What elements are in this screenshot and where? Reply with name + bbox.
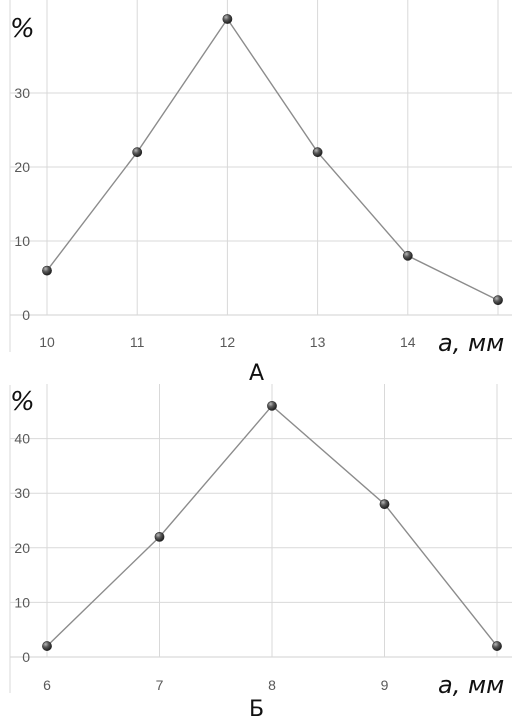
chart-a-y-tick-label: 30 <box>14 85 30 101</box>
chart-a-x-tick-label: 12 <box>220 334 236 350</box>
chart-a-series-line <box>46 17 499 301</box>
chart-a-y-tick-label: 10 <box>14 233 30 249</box>
chart-b-data-point <box>154 531 165 542</box>
chart-a-x-tick-label: 14 <box>400 334 416 350</box>
chart-a-data-point <box>222 14 233 24</box>
chart-b-data-point <box>492 641 502 651</box>
chart-a-x-tick-label: 13 <box>310 334 326 350</box>
chart-b-data-point <box>267 400 277 411</box>
chart-b-x-tick-label: 6 <box>43 677 51 693</box>
chart-b-grid <box>10 384 512 658</box>
chart-b-y-tick-label: 40 <box>14 431 30 447</box>
chart-a-y-tick-label: 20 <box>14 159 30 175</box>
chart-b: 0 10 20 30 40 6 7 8 9 % a, мм Б <box>9 384 512 719</box>
chart-b-x-tick-label: 8 <box>268 677 276 693</box>
chart-b-data-point <box>42 641 52 651</box>
chart-b-data-point <box>379 499 390 510</box>
chart-a-y-tick-label: 0 <box>22 307 30 323</box>
chart-b-x-tick-label: 9 <box>381 677 389 693</box>
chart-b-y-tick-label: 10 <box>14 594 30 610</box>
chart-b-x-tick-label: 7 <box>156 677 164 693</box>
chart-a: 0 10 20 30 10 11 12 13 14 % a, мм А <box>9 0 512 386</box>
chart-a-y-ticks: 0 10 20 30 <box>14 85 30 323</box>
chart-a-series <box>42 14 503 306</box>
chart-a-data-point <box>42 265 52 276</box>
chart-a-data-point <box>312 147 323 158</box>
chart-a-data-point <box>493 295 503 306</box>
chart-a-data-point <box>402 250 413 261</box>
chart-b-panel-label: Б <box>249 697 264 719</box>
chart-a-y-unit: % <box>10 14 35 44</box>
chart-a-x-tick-label: 11 <box>130 334 145 350</box>
chart-a-grid <box>10 0 512 316</box>
chart-b-y-tick-label: 30 <box>14 485 30 501</box>
chart-b-y-ticks: 0 10 20 30 40 <box>14 431 30 665</box>
chart-b-x-unit: a, мм <box>438 671 504 699</box>
chart-b-y-tick-label: 0 <box>22 649 30 665</box>
chart-b-y-tick-label: 20 <box>14 540 30 556</box>
chart-a-x-tick-label: 10 <box>39 334 55 350</box>
chart-a-x-unit: a, мм <box>438 329 504 357</box>
chart-a-panel-label: А <box>249 361 264 386</box>
chart-b-y-unit: % <box>10 387 35 417</box>
chart-b-x-ticks: 6 7 8 9 <box>43 677 389 693</box>
chart-a-x-ticks: 10 11 12 13 14 <box>39 334 416 350</box>
chart-a-data-point <box>132 147 143 158</box>
chart-b-series <box>42 400 502 651</box>
